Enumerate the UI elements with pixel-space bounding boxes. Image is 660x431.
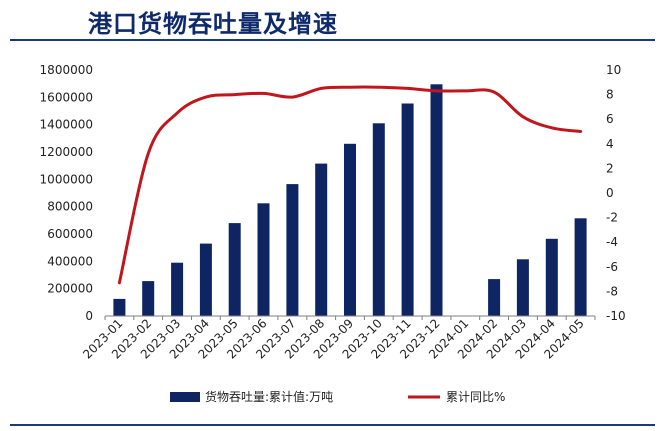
bar-2023-03 bbox=[171, 262, 184, 316]
chart-title: 港口货物吞吐量及增速 bbox=[88, 10, 338, 38]
bar-2023-02 bbox=[142, 281, 155, 316]
axes bbox=[104, 315, 596, 320]
bar-2024-03 bbox=[516, 259, 529, 316]
y-right-tick-label: 6 bbox=[606, 112, 614, 126]
y-right-tick-label: 0 bbox=[606, 186, 614, 200]
bar-2023-08 bbox=[315, 163, 328, 316]
bar-2023-07 bbox=[286, 184, 299, 316]
bar-2023-12 bbox=[430, 84, 443, 316]
y-left-tick-label: 200000 bbox=[47, 282, 93, 296]
y-left-tick-label: 1600000 bbox=[40, 90, 93, 104]
yoy-growth-line bbox=[117, 85, 583, 285]
y-right-tick-label: -4 bbox=[606, 235, 618, 249]
bar-2023-04 bbox=[199, 243, 212, 316]
legend: 货物吞吐量:累计值:万吨 累计同比% bbox=[170, 389, 505, 404]
y-right-tick-label: 8 bbox=[606, 88, 614, 102]
y-left-tick-label: 1200000 bbox=[40, 145, 93, 159]
legend-bar-label: 货物吞吐量:累计值:万吨 bbox=[205, 389, 333, 404]
y-right-tick-label: -2 bbox=[606, 211, 618, 225]
bar-2024-05 bbox=[574, 218, 587, 316]
bar-2023-11 bbox=[401, 103, 414, 316]
legend-bar-swatch bbox=[170, 392, 200, 402]
y-left-tick-label: 0 bbox=[85, 309, 93, 323]
y-right-tick-label: 10 bbox=[606, 63, 621, 77]
bar-2023-01 bbox=[113, 298, 126, 316]
bar-2024-02 bbox=[488, 279, 501, 316]
bar-2023-09 bbox=[344, 143, 356, 316]
bar-2023-05 bbox=[228, 223, 241, 316]
y-left-tick-label: 400000 bbox=[47, 254, 93, 268]
y-left-tick-label: 1000000 bbox=[40, 172, 93, 186]
y-right-tick-label: -8 bbox=[606, 284, 618, 298]
y-right-tick-label: 2 bbox=[606, 161, 614, 175]
bar-2024-04 bbox=[545, 238, 558, 316]
y-left-tick-label: 1400000 bbox=[40, 118, 93, 132]
bar-series bbox=[113, 84, 587, 317]
y-right-tick-label: -10 bbox=[606, 309, 626, 323]
y-right-tick-label: -6 bbox=[606, 260, 618, 274]
y-left-tick-label: 800000 bbox=[47, 200, 93, 214]
bar-2023-06 bbox=[257, 203, 270, 317]
y-right-tick-label: 4 bbox=[606, 137, 614, 151]
y-left-tick-label: 1800000 bbox=[40, 63, 93, 77]
legend-line-label: 累计同比% bbox=[446, 390, 505, 404]
y-left-tick-label: 600000 bbox=[47, 227, 93, 241]
bar-2023-10 bbox=[372, 123, 385, 316]
line-series bbox=[117, 85, 583, 285]
